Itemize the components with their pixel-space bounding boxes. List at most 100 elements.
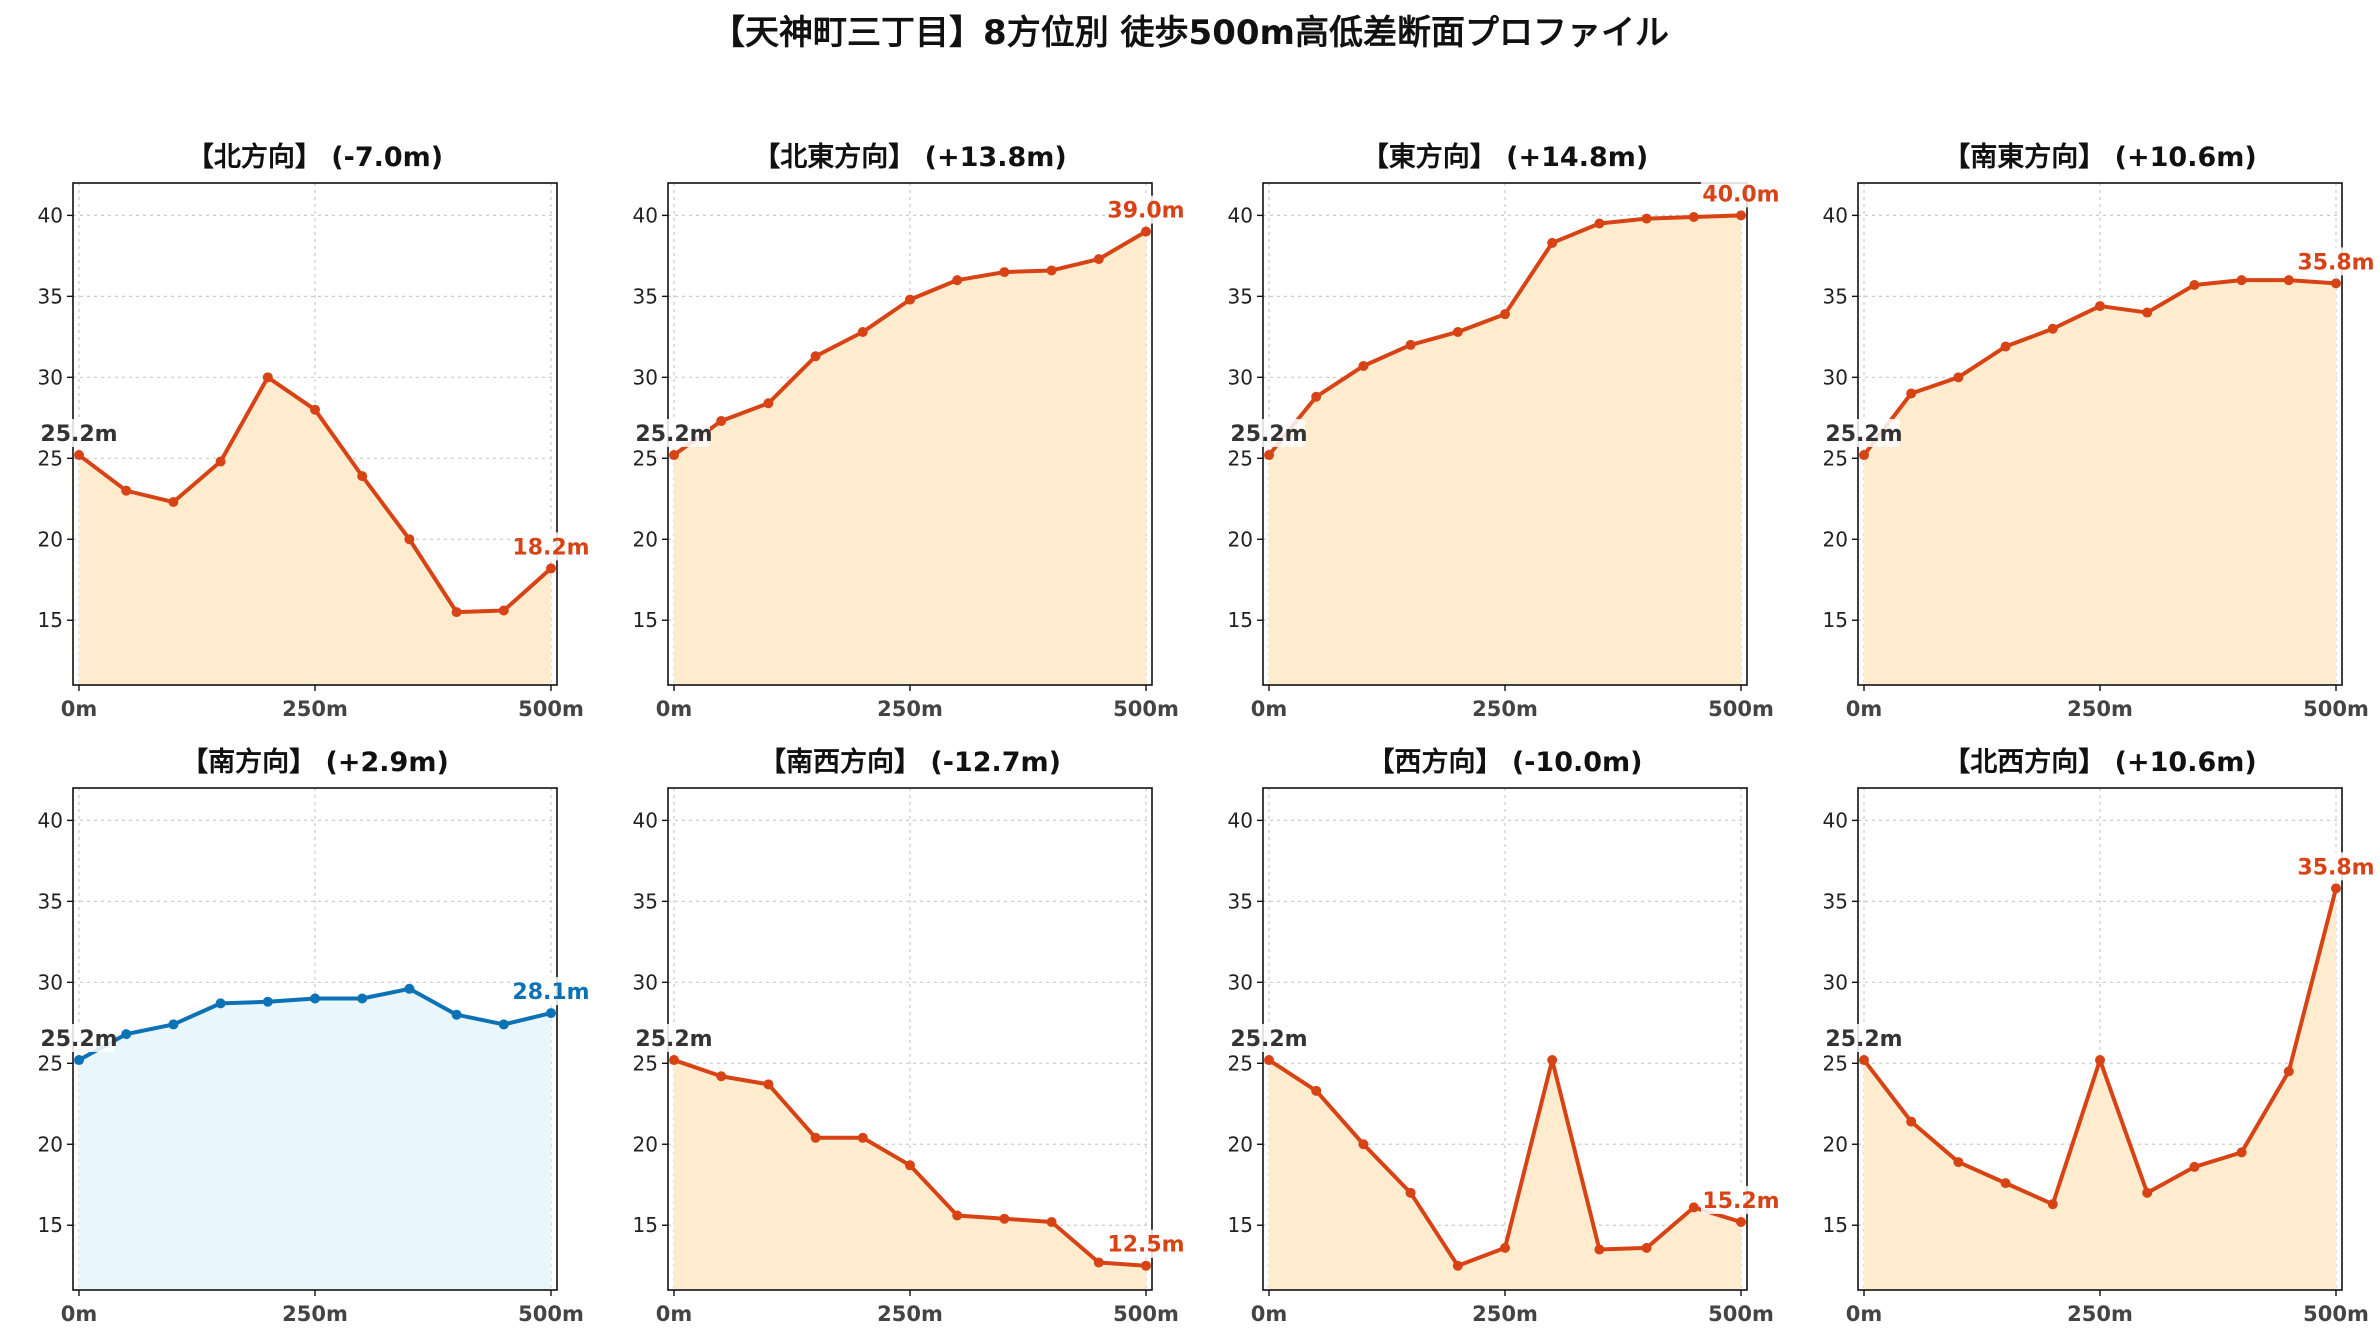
panel-title: 【北西方向】 (+10.6m) [1943, 746, 2256, 778]
data-point [168, 497, 179, 508]
data-point [215, 998, 226, 1009]
data-point [1264, 450, 1274, 461]
start-elevation-label: 25.2m [1230, 1027, 1307, 1052]
data-point [810, 351, 821, 362]
data-point [1093, 1257, 1104, 1268]
chart-panel-0: 【北方向】 (-7.0m) 15 20 25 30 35 40 0m 250m 500m 25.2m… [38, 141, 591, 721]
data-point [357, 993, 368, 1004]
y-tick-label: 40 [633, 203, 658, 227]
start-elevation-label: 25.2m [40, 422, 117, 447]
elevation-area [79, 988, 551, 1290]
y-tick-label: 30 [633, 970, 658, 994]
x-tick-label: 500m [518, 1302, 584, 1326]
y-tick-label: 35 [1823, 889, 1848, 913]
y-tick-label: 20 [633, 527, 658, 551]
y-tick-label: 35 [1823, 284, 1848, 308]
data-point [2283, 1066, 2294, 1077]
data-point [74, 450, 84, 461]
panel-title: 【北東方向】 (+13.8m) [753, 141, 1066, 173]
data-point [952, 1210, 963, 1221]
y-tick-label: 35 [633, 889, 658, 913]
data-point [498, 1019, 509, 1030]
panel-title: 【北方向】 (-7.0m) [187, 141, 443, 173]
start-label-bg [39, 1024, 115, 1053]
elevation-area [674, 231, 1146, 686]
data-point [2000, 1178, 2011, 1189]
data-point [1141, 1260, 1151, 1271]
data-point [1358, 1139, 1369, 1150]
y-tick-label: 15 [1823, 1213, 1848, 1237]
data-point [451, 607, 462, 618]
y-tick-label: 40 [38, 203, 63, 227]
data-point [1859, 450, 1869, 461]
data-point [1500, 1242, 1510, 1253]
data-point [1953, 1157, 1964, 1168]
end-label-bg [511, 977, 591, 1006]
data-point [1859, 1055, 1869, 1066]
end-elevation-label: 40.0m [1702, 182, 1779, 207]
data-point [669, 450, 679, 461]
end-label-bg [511, 532, 591, 561]
y-tick-label: 25 [1823, 446, 1848, 470]
start-elevation-label: 25.2m [40, 1027, 117, 1052]
x-tick-label: 500m [1708, 1302, 1774, 1326]
data-point [404, 983, 415, 994]
data-point [1736, 210, 1746, 221]
data-point [1641, 213, 1652, 224]
data-point [215, 456, 226, 467]
y-tick-label: 30 [38, 970, 63, 994]
data-point [1046, 265, 1057, 276]
chart-panel-2: 【東方向】 (+14.8m) 15 20 25 30 35 40 0m 250m 500m 25.2… [1228, 141, 1781, 721]
elevation-area [1864, 888, 2336, 1290]
y-tick-label: 40 [38, 808, 63, 832]
y-tick-label: 40 [1228, 808, 1253, 832]
x-tick-label: 0m [1846, 697, 1883, 721]
data-point [2189, 1161, 2200, 1172]
start-elevation-label: 25.2m [1230, 422, 1307, 447]
data-point [1405, 1187, 1416, 1198]
x-tick-label: 250m [282, 1302, 348, 1326]
end-elevation-label: 15.2m [1702, 1189, 1779, 1214]
panel-title: 【東方向】 (+14.8m) [1362, 141, 1648, 173]
data-point [763, 1079, 774, 1090]
x-tick-label: 0m [1846, 1302, 1883, 1326]
y-tick-label: 20 [1823, 1132, 1848, 1156]
elevation-area [79, 377, 551, 685]
data-point [2142, 1187, 2153, 1198]
data-point [262, 372, 273, 383]
data-point [1953, 372, 1964, 383]
data-point [1311, 391, 1322, 402]
start-label-bg [1229, 1024, 1305, 1053]
data-point [1311, 1085, 1322, 1096]
end-label-bg [1106, 195, 1186, 224]
x-tick-label: 0m [61, 1302, 98, 1326]
x-tick-label: 500m [1113, 697, 1179, 721]
y-tick-label: 25 [633, 446, 658, 470]
y-tick-label: 15 [1823, 608, 1848, 632]
data-point [1500, 309, 1510, 320]
y-tick-label: 15 [1228, 1213, 1253, 1237]
data-point [121, 1029, 132, 1040]
end-label-bg [1106, 1229, 1186, 1258]
y-tick-label: 30 [1228, 365, 1253, 389]
data-point [952, 275, 963, 286]
elevation-area [1269, 215, 1741, 686]
data-point [1906, 388, 1917, 399]
data-point [2142, 307, 2153, 318]
y-tick-label: 35 [1228, 889, 1253, 913]
data-point [716, 416, 727, 427]
start-elevation-label: 25.2m [635, 1027, 712, 1052]
start-label-bg [39, 419, 115, 448]
data-point [1688, 1202, 1699, 1213]
x-tick-label: 500m [1708, 697, 1774, 721]
y-tick-label: 20 [633, 1132, 658, 1156]
data-point [2331, 278, 2341, 289]
end-elevation-label: 35.8m [2297, 855, 2374, 880]
x-tick-label: 0m [656, 1302, 693, 1326]
data-point [546, 1008, 556, 1019]
y-tick-label: 20 [1228, 527, 1253, 551]
y-tick-label: 40 [1823, 203, 1848, 227]
y-tick-label: 35 [633, 284, 658, 308]
data-point [310, 404, 320, 415]
start-elevation-label: 25.2m [1825, 422, 1902, 447]
